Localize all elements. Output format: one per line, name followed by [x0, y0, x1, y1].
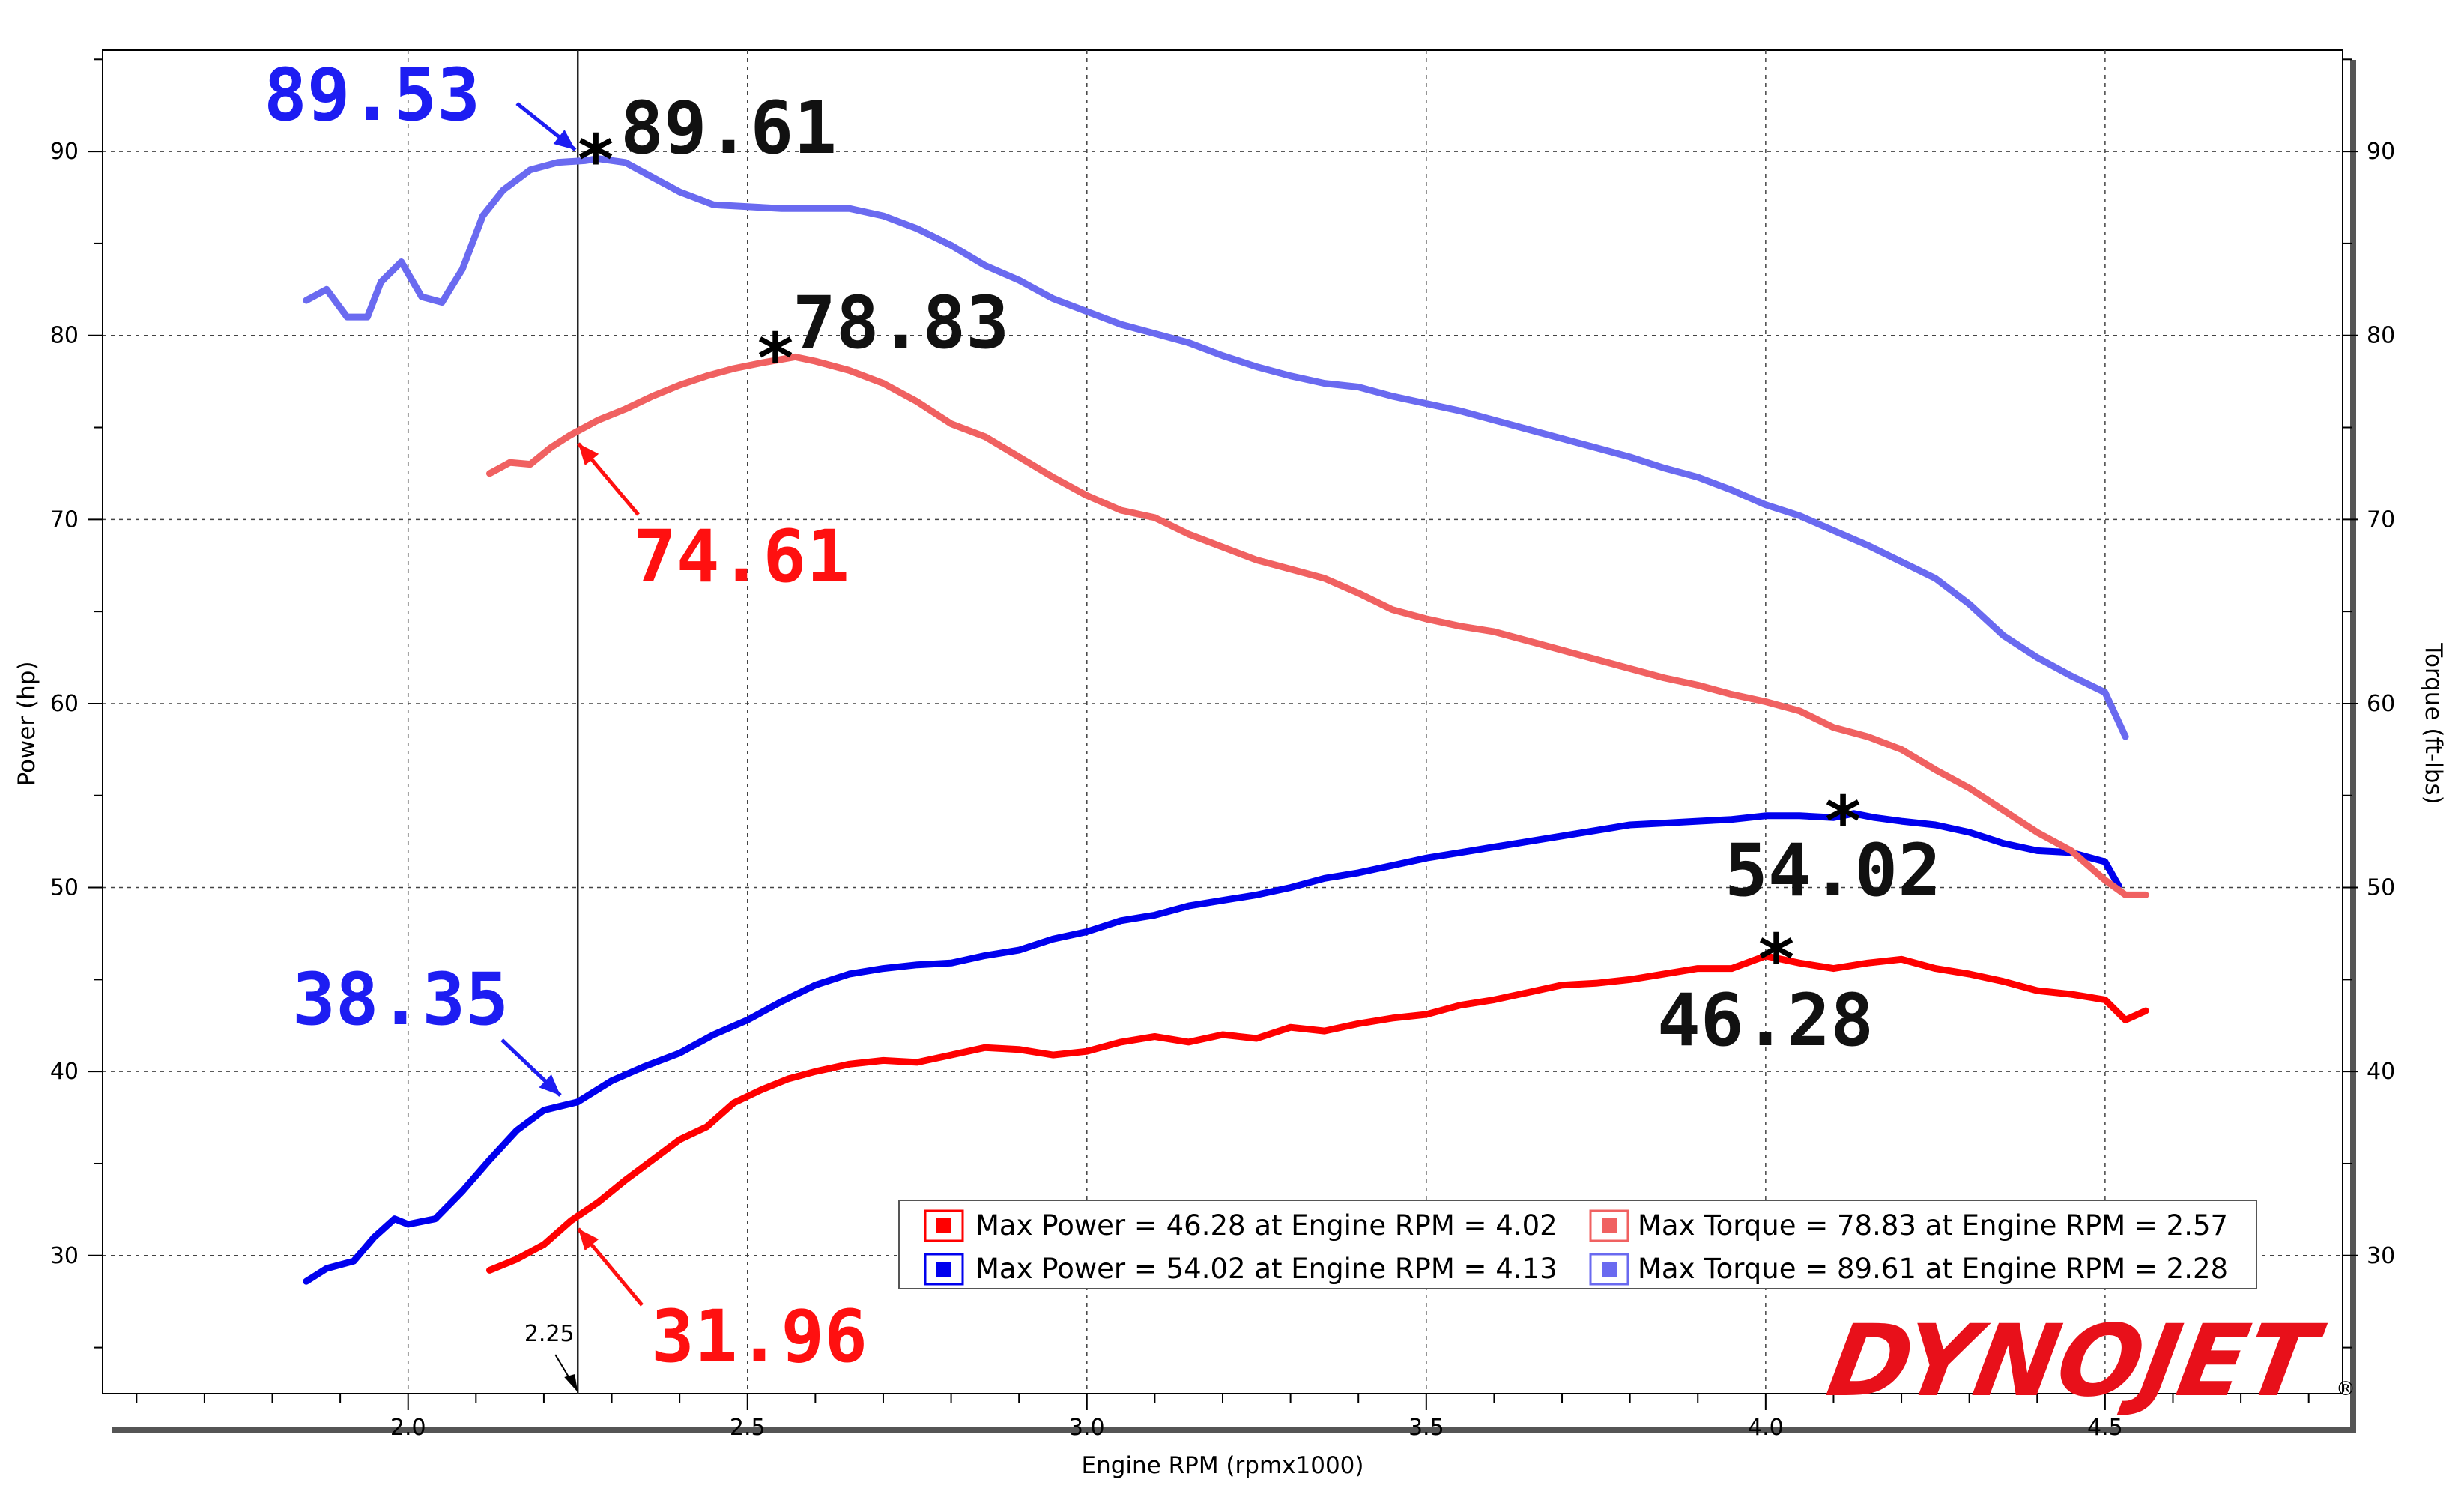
annotation-arrowhead — [578, 444, 599, 466]
series-torque-run-2 — [303, 155, 2129, 740]
y-right-tick-label: 80 — [2367, 323, 2395, 349]
x-axis-title: Engine RPM (rpmx1000) — [1082, 1452, 1364, 1479]
legend-swatch — [1602, 1218, 1617, 1233]
y-right-tick-label: 50 — [2367, 875, 2395, 901]
y-axis-right-title: Torque (ft-lbs) — [2420, 642, 2447, 804]
peak-annotation-label: 38.35 — [292, 958, 509, 1041]
x-tick-label: 4.5 — [2087, 1415, 2123, 1441]
y-right-tick-label: 90 — [2367, 139, 2395, 165]
peak-asterisk-marker: * — [757, 318, 793, 399]
x-tick-label: 3.5 — [1408, 1415, 1444, 1441]
annotation-arrowhead — [578, 1229, 599, 1251]
peak-asterisk-marker: * — [578, 120, 614, 200]
peak-asterisk-marker: * — [1758, 919, 1794, 999]
peak-annotation-label: 89.61 — [620, 86, 837, 170]
legend-swatch — [936, 1218, 951, 1233]
peak-annotation-label: 46.28 — [1657, 979, 1874, 1062]
y-left-tick-label: 50 — [50, 875, 79, 901]
peak-annotation-label: 89.53 — [264, 53, 480, 137]
legend-label: Max Power = 54.02 at Engine RPM = 4.13 — [975, 1253, 1558, 1285]
peak-asterisk-marker: * — [1825, 781, 1861, 862]
y-left-tick-label: 40 — [50, 1059, 79, 1085]
cursor-value-label: 2.25 — [524, 1321, 575, 1347]
peak-annotations: 89.53 89.61 78.83 74.61 54.02 46.28 38.35 31.96… — [264, 53, 1941, 1379]
y-axis-left-ticks: 30 40 50 60 70 80 90 — [50, 58, 103, 1349]
series-power-run-2 — [303, 810, 2122, 1285]
series-lines — [303, 155, 2149, 1285]
legend-swatch — [936, 1262, 951, 1277]
legend-label: Max Torque = 78.83 at Engine RPM = 2.57 — [1638, 1209, 2228, 1242]
dynojet-logo: DYNOJET ® — [1820, 1304, 2355, 1419]
legend-swatch-frame — [1589, 1209, 1629, 1242]
y-left-tick-label: 90 — [50, 139, 79, 165]
legend-label: Max Power = 46.28 at Engine RPM = 4.02 — [975, 1209, 1558, 1242]
peak-annotation-label: 54.02 — [1725, 829, 1941, 913]
legend-box — [898, 1200, 2257, 1289]
legend-swatch-frame — [924, 1209, 964, 1242]
annotation-arrowhead — [553, 130, 575, 150]
x-tick-label: 4.0 — [1748, 1415, 1784, 1441]
y-right-tick-label: 70 — [2367, 506, 2395, 533]
logo-wordmark: DYNOJET — [1820, 1304, 2331, 1419]
x-tick-label: 2.0 — [390, 1415, 426, 1441]
peak-annotation-label: 31.96 — [651, 1295, 868, 1379]
peak-annotation-label: 74.61 — [633, 515, 850, 599]
y-axis-right-ticks: 30 40 50 60 70 80 90 — [2343, 58, 2395, 1349]
y-left-tick-label: 80 — [50, 323, 79, 349]
series-power-run-1 — [486, 952, 2149, 1274]
frame-shadow-right — [2350, 60, 2356, 1433]
peak-annotation-label: 78.83 — [793, 281, 1009, 365]
y-right-tick-label: 60 — [2367, 691, 2395, 717]
y-right-tick-label: 30 — [2367, 1243, 2395, 1269]
legend: Max Power = 46.28 at Engine RPM = 4.02 Ma… — [898, 1200, 2257, 1289]
y-axis-left-title: Power (hp) — [13, 661, 40, 786]
logo-registered-mark: ® — [2336, 1378, 2355, 1400]
frame-shadow-bottom — [112, 1427, 2356, 1433]
x-tick-label: 3.0 — [1069, 1415, 1105, 1441]
y-right-tick-label: 40 — [2367, 1059, 2395, 1085]
x-tick-label: 2.5 — [730, 1415, 766, 1441]
y-left-tick-label: 60 — [50, 691, 79, 717]
annotation-arrowhead — [539, 1074, 560, 1095]
legend-label: Max Torque = 89.61 at Engine RPM = 2.28 — [1638, 1253, 2228, 1285]
legend-swatch — [1602, 1262, 1617, 1277]
y-left-tick-label: 30 — [50, 1243, 79, 1269]
cursor-arrowhead — [564, 1374, 578, 1392]
y-left-tick-label: 70 — [50, 506, 79, 533]
series-torque-run-1 — [486, 353, 2149, 898]
x-axis-ticks: 2.0 2.5 3.0 3.5 4.0 4.5 — [136, 1394, 2310, 1441]
